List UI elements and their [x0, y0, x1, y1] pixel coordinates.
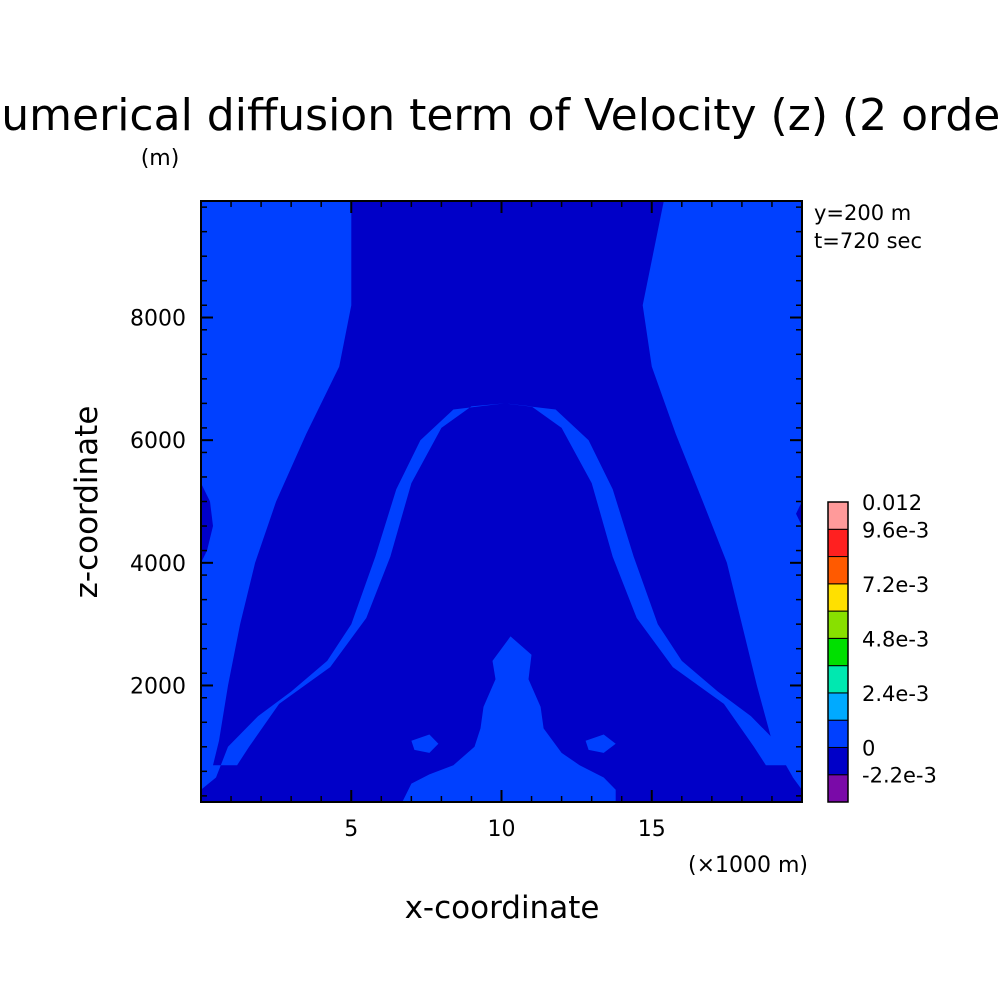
chart-title: Numerical diffusion term of Velocity (z)… [0, 90, 1004, 141]
contour-region-small-left-blob [411, 734, 439, 753]
x-unit-label: (×1000 m) [688, 853, 808, 878]
colorbar-label: 9.6e-3 [862, 518, 929, 542]
colorbar-label: 0.012 [862, 491, 922, 515]
colorbar-swatch [827, 774, 849, 803]
annotation-time: t=720 sec [814, 229, 922, 253]
colorbar-swatch [827, 583, 849, 612]
colorbar-swatch [827, 665, 849, 694]
colorbar-label: 7.2e-3 [862, 573, 929, 597]
y-axis-label: z-coordinate [69, 406, 105, 599]
colorbar-label: 4.8e-3 [862, 627, 929, 651]
y-tick-label: 8000 [130, 307, 186, 332]
x-tick-label: 10 [488, 817, 516, 842]
colorbar-swatch [827, 637, 849, 667]
y-unit-label: (m) [141, 146, 180, 171]
x-tick-label: 5 [344, 817, 358, 842]
colorbar-swatch [827, 501, 849, 530]
y-tick-label: 4000 [130, 552, 186, 577]
colorbar-swatch [827, 719, 849, 748]
plot-frame [200, 200, 803, 803]
y-tick-label: 6000 [130, 429, 186, 454]
contour-region-left-edge-dark-lobe [201, 483, 213, 563]
colorbar-swatch [827, 746, 849, 776]
colorbar: -2.2e-3 0 2.4e-3 4.8e-3 7.2e-3 9.6e-3 0.012 [827, 491, 937, 803]
contour-region-small-right-blob [585, 734, 616, 753]
contour-region-right-edge-dark-lobe [796, 501, 802, 526]
colorbar-frame [827, 501, 849, 803]
colorbar-label: 0 [862, 736, 875, 760]
x-tick-labels: 5 10 15 [344, 817, 666, 842]
annotation-y-slice: y=200 m [814, 201, 911, 225]
x-axis-label: x-coordinate [405, 890, 600, 926]
colorbar-swatch [827, 692, 849, 721]
colorbar-label: -2.2e-3 [862, 764, 937, 788]
contour-region-negative-band [201, 201, 802, 802]
x-tick-label: 15 [638, 817, 666, 842]
colorbar-swatch [827, 528, 849, 558]
contour-regions [201, 201, 802, 802]
colorbar-swatch [827, 610, 849, 639]
y-tick-labels: 2000 4000 6000 8000 [130, 307, 186, 700]
y-tick-label: 2000 [130, 674, 186, 699]
major-ticks [201, 201, 802, 802]
colorbar-label: 2.4e-3 [862, 682, 929, 706]
colorbar-swatch [827, 556, 849, 585]
